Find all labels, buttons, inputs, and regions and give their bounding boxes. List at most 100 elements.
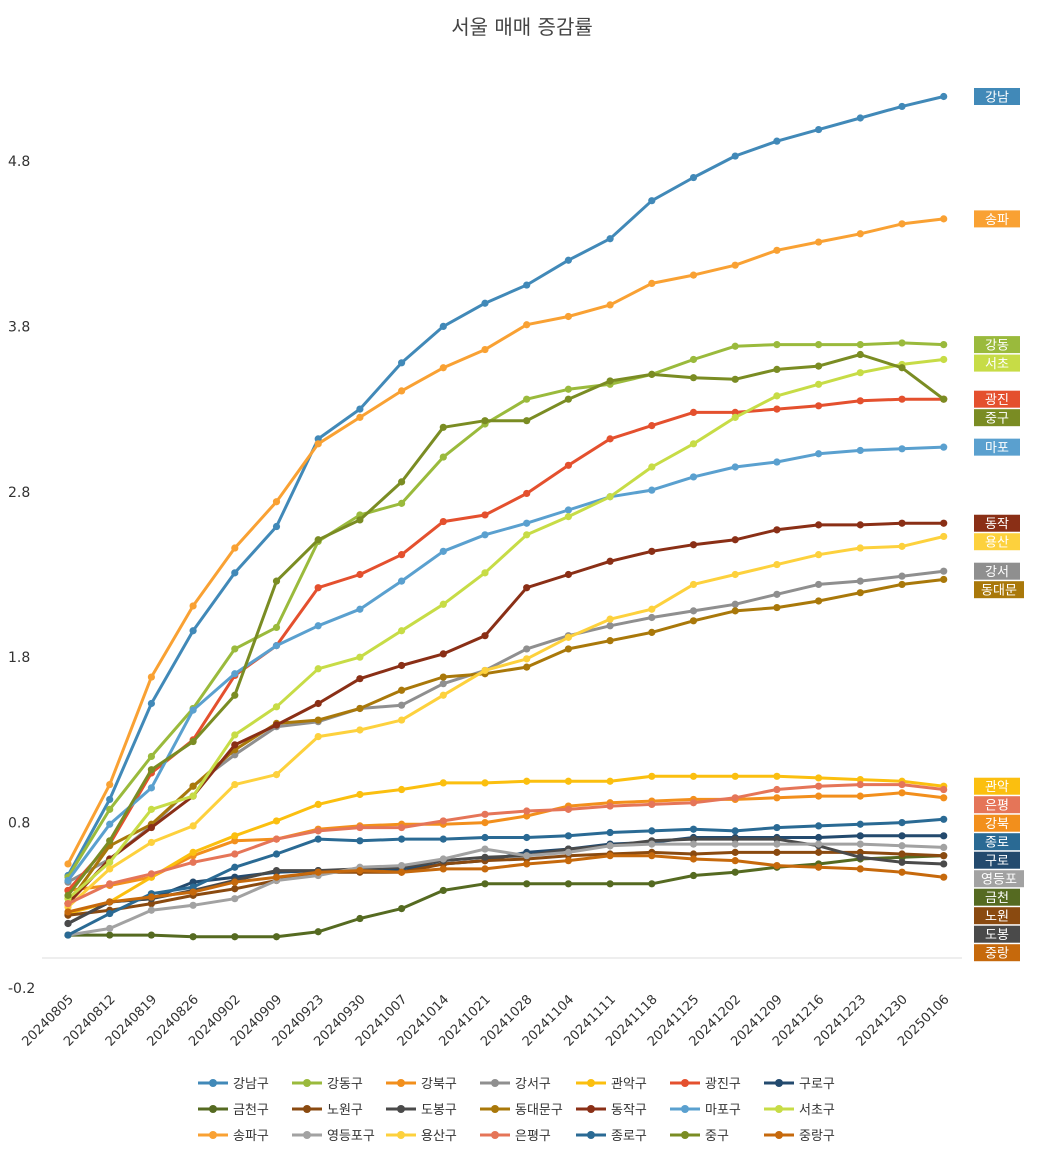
- data-point: [689, 850, 698, 858]
- data-point: [147, 699, 155, 708]
- legend-item-금천구[interactable]: 금천구: [198, 1103, 269, 1118]
- data-point: [398, 701, 406, 709]
- series-강남구: [64, 92, 948, 880]
- data-point: [856, 397, 864, 405]
- legend-swatch-dot: [587, 1105, 595, 1113]
- data-point: [856, 544, 864, 552]
- data-point: [356, 405, 364, 413]
- data-point: [314, 699, 322, 708]
- data-point: [439, 547, 447, 555]
- data-point: [189, 782, 197, 790]
- legend-item-동대문구[interactable]: 동대문구: [480, 1103, 563, 1118]
- legend-swatch-dot: [587, 1131, 595, 1139]
- legend-swatch-dot: [681, 1079, 689, 1087]
- legend-item-구로구[interactable]: 구로구: [764, 1077, 835, 1092]
- data-point: [731, 857, 739, 865]
- data-point: [731, 827, 739, 835]
- data-point: [564, 395, 573, 403]
- end-label-동작구: 동작: [974, 514, 1020, 532]
- legend-item-강남구[interactable]: 강남구: [198, 1077, 269, 1092]
- data-point: [439, 855, 447, 863]
- data-point: [481, 880, 489, 888]
- data-point: [356, 675, 364, 683]
- data-point: [898, 858, 906, 866]
- data-point: [523, 880, 531, 888]
- data-point: [606, 235, 614, 243]
- data-point: [147, 900, 155, 908]
- data-point: [731, 261, 739, 269]
- legend-item-영등포구[interactable]: 영등포구: [292, 1129, 375, 1144]
- chart-title: 서울 매매 증감률: [451, 15, 593, 39]
- data-point: [731, 607, 739, 615]
- data-point: [564, 645, 573, 653]
- series-line: [66, 783, 946, 906]
- legend-item-관악구[interactable]: 관악구: [576, 1077, 647, 1092]
- data-point: [398, 716, 406, 724]
- legend-item-동작구[interactable]: 동작구: [576, 1103, 647, 1118]
- end-label-text: 서초: [985, 357, 1009, 372]
- data-point: [272, 642, 281, 650]
- legend-item-강동구[interactable]: 강동구: [292, 1077, 363, 1092]
- legend-item-중구[interactable]: 중구: [670, 1129, 729, 1144]
- data-point: [231, 645, 239, 653]
- data-point: [314, 440, 322, 448]
- legend-item-은평구[interactable]: 은평구: [480, 1129, 551, 1144]
- data-point: [523, 663, 531, 671]
- legend-item-종로구[interactable]: 종로구: [576, 1129, 647, 1144]
- data-point: [689, 825, 698, 833]
- data-point: [815, 840, 823, 848]
- data-point: [564, 385, 573, 393]
- data-point: [106, 865, 114, 873]
- series-송파구: [64, 215, 948, 868]
- data-point: [356, 866, 364, 875]
- data-point: [689, 607, 698, 615]
- data-point: [356, 413, 364, 421]
- end-label-box: [974, 354, 1020, 372]
- end-label-종로구: 종로: [974, 833, 1020, 851]
- end-label-text: 중랑: [985, 947, 1009, 962]
- legend-swatch-dot: [775, 1105, 783, 1113]
- data-point: [231, 691, 239, 699]
- data-point: [64, 908, 72, 916]
- legend-item-강서구[interactable]: 강서구: [480, 1077, 551, 1092]
- data-point: [648, 197, 656, 205]
- legend-swatch-dot: [491, 1131, 499, 1139]
- legend-item-노원구[interactable]: 노원구: [292, 1103, 363, 1118]
- data-point: [606, 777, 614, 785]
- data-point: [189, 706, 197, 714]
- legend-item-송파구[interactable]: 송파구: [198, 1129, 269, 1144]
- data-point: [731, 536, 739, 544]
- data-point: [356, 605, 364, 613]
- end-label-용산구: 용산: [974, 533, 1020, 551]
- data-point: [898, 445, 906, 453]
- legend-item-용산구[interactable]: 용산구: [386, 1129, 457, 1144]
- legend-item-서초구[interactable]: 서초구: [764, 1103, 835, 1118]
- data-point: [147, 673, 155, 681]
- legend-item-광진구[interactable]: 광진구: [670, 1077, 741, 1092]
- data-point: [773, 340, 781, 349]
- data-point: [106, 909, 114, 918]
- end-label-text: 노원: [985, 910, 1009, 925]
- legend-item-마포구[interactable]: 마포구: [670, 1103, 741, 1118]
- legend-item-중랑구[interactable]: 중랑구: [764, 1129, 835, 1144]
- end-label-노원구: 노원: [974, 907, 1020, 925]
- legend-item-강북구[interactable]: 강북구: [386, 1077, 457, 1092]
- series-line: [66, 341, 946, 879]
- data-point: [773, 526, 781, 534]
- data-point: [856, 230, 864, 238]
- data-point: [898, 220, 906, 228]
- data-point: [606, 880, 614, 888]
- legend-item-도봉구[interactable]: 도봉구: [386, 1103, 457, 1118]
- data-point: [689, 541, 698, 549]
- data-point: [272, 873, 281, 881]
- data-point: [272, 623, 281, 632]
- data-point: [314, 536, 322, 544]
- legend-label: 동대문구: [515, 1103, 563, 1118]
- end-label-text: 광진: [985, 393, 1009, 408]
- data-point: [815, 238, 823, 246]
- data-point: [731, 413, 739, 421]
- data-point: [439, 779, 447, 787]
- data-point: [648, 827, 656, 835]
- data-point: [314, 716, 322, 724]
